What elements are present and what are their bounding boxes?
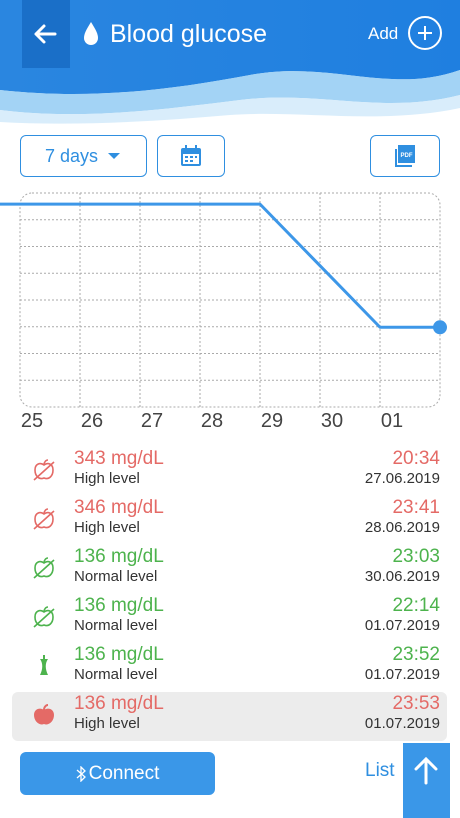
- drop-icon: [84, 22, 98, 45]
- list-link[interactable]: List: [365, 760, 395, 781]
- reading-icon: [40, 655, 48, 675]
- reading-icon: [33, 557, 55, 579]
- calendar-icon: [181, 145, 201, 166]
- x-tick-label: 28: [201, 410, 223, 432]
- x-tick-label: 27: [141, 410, 163, 432]
- reading-level: Normal level: [74, 568, 158, 585]
- reading-level: Normal level: [74, 666, 158, 683]
- reading-time: 23:53: [392, 693, 440, 714]
- reading-row[interactable]: 136 mg/dL Normal level 23:52 01.07.2019: [12, 643, 447, 692]
- reading-value: 346 mg/dL: [74, 497, 164, 518]
- period-label: 7 days: [44, 145, 99, 166]
- reading-date: 01.07.2019: [364, 617, 440, 634]
- reading-value: 136 mg/dL: [74, 644, 164, 665]
- x-tick-label: 29: [261, 410, 283, 432]
- connect-button[interactable]: Connect: [20, 752, 215, 795]
- glucose-line: [20, 202, 440, 329]
- reading-time: 20:34: [392, 448, 440, 469]
- reading-time: 22:14: [392, 595, 440, 616]
- reading-level: High level: [74, 715, 140, 732]
- reading-icon: [33, 606, 55, 628]
- header-bg: [0, 0, 460, 124]
- reading-time: 23:41: [392, 497, 440, 518]
- reading-value: 136 mg/dL: [74, 693, 164, 714]
- connect-label: Connect: [88, 762, 160, 784]
- pdf-icon: PDF: [395, 145, 415, 167]
- reading-icon: [33, 508, 55, 530]
- reading-row[interactable]: 343 mg/dL High level 20:34 27.06.2019: [12, 447, 447, 496]
- x-tick-label: 30: [321, 410, 343, 432]
- add-button[interactable]: [408, 16, 442, 50]
- reading-date: 27.06.2019: [364, 470, 440, 487]
- x-tick-label: 25: [21, 410, 43, 432]
- reading-value: 343 mg/dL: [74, 448, 164, 469]
- reading-time: 23:03: [392, 546, 440, 567]
- reading-value: 136 mg/dL: [74, 595, 164, 616]
- caret: [108, 153, 121, 159]
- reading-level: Normal level: [74, 617, 158, 634]
- chart: 25 26 27 28 29 30 01: [0, 192, 447, 432]
- calendar-button[interactable]: [157, 135, 225, 177]
- svg-text:PDF: PDF: [401, 153, 413, 159]
- reading-row[interactable]: 136 mg/dL Normal level 22:14 01.07.2019: [12, 594, 447, 643]
- reading-date: 28.06.2019: [364, 519, 440, 536]
- title: Blood glucose: [110, 20, 268, 48]
- reading-level: High level: [74, 470, 140, 487]
- x-tick-label: 26: [81, 410, 103, 432]
- reading-date: 01.07.2019: [364, 715, 440, 732]
- reading-icon: [33, 459, 55, 481]
- reading-row[interactable]: 346 mg/dL High level 23:41 28.06.2019: [12, 496, 447, 545]
- reading-time: 23:52: [392, 644, 440, 665]
- reading-row[interactable]: 136 mg/dL High level 23:53 01.07.2019: [12, 692, 447, 741]
- bluetooth-icon: [76, 765, 86, 782]
- add-label[interactable]: Add: [368, 24, 399, 43]
- pdf-button[interactable]: PDF: [370, 135, 440, 177]
- period-dropdown[interactable]: 7 days: [20, 135, 147, 177]
- last-point: [433, 320, 447, 335]
- x-tick-label: 01: [381, 410, 403, 432]
- reading-value: 136 mg/dL: [74, 546, 164, 567]
- reading-icon: [34, 704, 54, 725]
- reading-date: 30.06.2019: [364, 568, 440, 585]
- reading-level: High level: [74, 519, 140, 536]
- up-arrow: [414, 756, 438, 785]
- scroll-up-button[interactable]: [403, 743, 450, 818]
- reading-date: 01.07.2019: [364, 666, 440, 683]
- reading-row[interactable]: 136 mg/dL Normal level 23:03 30.06.2019: [12, 545, 447, 594]
